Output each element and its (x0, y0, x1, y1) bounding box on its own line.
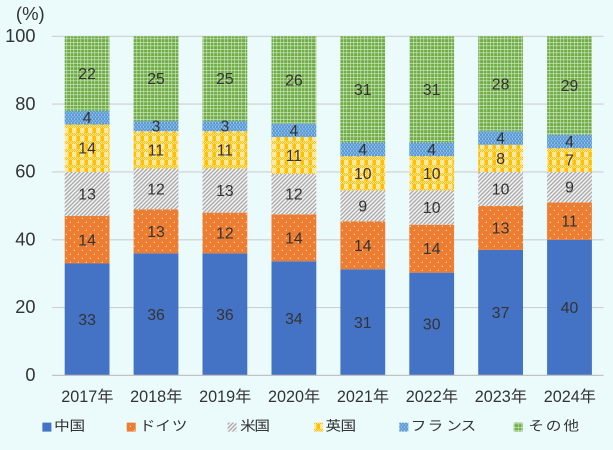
svg-text:22: 22 (78, 66, 96, 83)
svg-text:26: 26 (285, 73, 303, 90)
svg-text:10: 10 (423, 166, 441, 183)
svg-text:31: 31 (354, 315, 372, 332)
svg-text:2020: 2020 (268, 388, 304, 406)
svg-text:4: 4 (290, 123, 299, 140)
svg-text:28: 28 (492, 76, 510, 93)
svg-text:4: 4 (358, 142, 367, 159)
svg-text:100: 100 (5, 26, 35, 46)
svg-text:36: 36 (216, 307, 234, 324)
svg-text:14: 14 (423, 241, 441, 258)
svg-text:31: 31 (423, 82, 441, 99)
svg-text:40: 40 (561, 300, 579, 317)
svg-text:80: 80 (15, 94, 35, 114)
svg-text:13: 13 (492, 220, 510, 237)
svg-text:10: 10 (354, 166, 372, 183)
svg-text:25: 25 (216, 71, 234, 88)
svg-text:37: 37 (492, 305, 510, 322)
svg-text:14: 14 (285, 230, 303, 247)
svg-text:33: 33 (78, 312, 96, 329)
svg-text:60: 60 (15, 162, 35, 182)
svg-text:2024: 2024 (544, 388, 580, 406)
svg-text:14: 14 (78, 232, 96, 249)
svg-text:13: 13 (147, 224, 165, 241)
svg-text:4: 4 (565, 134, 574, 151)
svg-text:34: 34 (285, 311, 303, 328)
svg-text:12: 12 (216, 226, 234, 243)
svg-text:12: 12 (285, 187, 303, 204)
svg-text:29: 29 (561, 78, 579, 95)
svg-text:31: 31 (354, 82, 372, 99)
svg-text:11: 11 (217, 142, 234, 159)
svg-text:8: 8 (496, 151, 505, 168)
svg-text:12: 12 (147, 181, 165, 198)
svg-text:11: 11 (286, 148, 303, 165)
svg-text:20: 20 (15, 297, 35, 317)
svg-text:2022: 2022 (406, 388, 442, 406)
svg-text:2018: 2018 (130, 388, 166, 406)
svg-text:2023: 2023 (475, 388, 511, 406)
svg-text:(%): (%) (16, 3, 45, 24)
svg-text:13: 13 (78, 187, 96, 204)
svg-text:10: 10 (423, 200, 441, 217)
svg-text:11: 11 (561, 214, 578, 231)
svg-text:3: 3 (221, 119, 230, 136)
svg-text:7: 7 (565, 153, 574, 170)
svg-text:2017: 2017 (61, 388, 97, 406)
svg-text:40: 40 (15, 229, 35, 249)
svg-text:30: 30 (423, 317, 441, 334)
svg-text:2019: 2019 (199, 388, 235, 406)
svg-text:9: 9 (565, 180, 574, 197)
svg-text:3: 3 (152, 119, 161, 136)
svg-text:9: 9 (358, 198, 367, 215)
svg-text:14: 14 (354, 238, 372, 255)
svg-text:2021: 2021 (337, 388, 373, 406)
svg-text:4: 4 (83, 110, 92, 127)
svg-text:11: 11 (148, 142, 165, 159)
svg-text:25: 25 (147, 71, 165, 88)
svg-text:13: 13 (216, 183, 234, 200)
svg-text:0: 0 (25, 365, 35, 385)
svg-text:4: 4 (427, 142, 436, 159)
svg-text:36: 36 (147, 307, 165, 324)
svg-text:4: 4 (496, 131, 505, 148)
svg-text:10: 10 (492, 181, 510, 198)
svg-text:14: 14 (78, 141, 96, 158)
